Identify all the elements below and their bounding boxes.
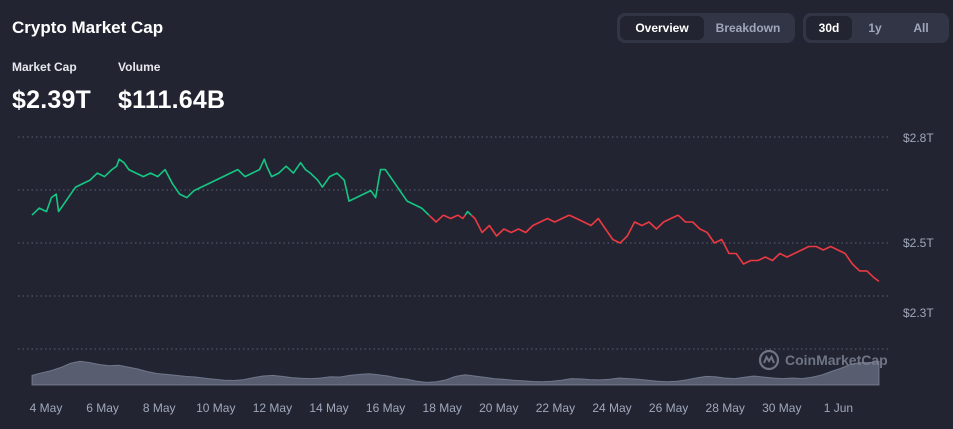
range-30d-button[interactable]: 30d — [806, 16, 852, 40]
volume-area — [31, 360, 880, 386]
view-toggle: Overview Breakdown — [617, 13, 795, 43]
x-tick-label: 14 May — [309, 401, 348, 415]
price-line-down — [443, 214, 459, 220]
tab-overview[interactable]: Overview — [620, 16, 704, 40]
price-line-up — [31, 158, 430, 216]
x-tick-label: 26 May — [649, 401, 688, 415]
x-tick-label: 8 May — [143, 401, 176, 415]
market-cap-value: $2.39T — [12, 86, 92, 114]
x-tick-label: 22 May — [536, 401, 575, 415]
x-tick-label: 30 May — [762, 401, 801, 415]
coinmarketcap-logo-icon — [758, 349, 780, 371]
x-tick-label: 6 May — [86, 401, 119, 415]
tab-breakdown[interactable]: Breakdown — [715, 21, 781, 35]
x-tick-label: 18 May — [423, 401, 462, 415]
y-tick-label: $2.5T — [903, 236, 934, 250]
x-tick-label: 12 May — [253, 401, 292, 415]
y-tick-label: $2.3T — [903, 306, 934, 320]
x-tick-label: 1 Jun — [824, 401, 853, 415]
price-line-down — [428, 214, 444, 223]
price-line-down — [457, 214, 466, 220]
x-tick-label: 4 May — [30, 401, 63, 415]
x-tick-label: 16 May — [366, 401, 405, 415]
x-tick-label: 28 May — [706, 401, 745, 415]
range-toggle: 30d 1y All — [803, 13, 949, 43]
price-line-up — [464, 210, 472, 216]
coinmarketcap-watermark: CoinMarketCap — [758, 349, 888, 371]
volume-value: $111.64B — [118, 86, 226, 114]
price-line-down — [677, 214, 880, 283]
market-cap-label: Market Cap — [12, 60, 77, 74]
y-tick-label: $2.8T — [903, 131, 934, 145]
volume-label: Volume — [118, 60, 161, 74]
x-tick-label: 24 May — [592, 401, 631, 415]
market-cap-stat: Market Cap $2.39T — [12, 60, 91, 115]
volume-stat: Volume $111.64B — [118, 60, 225, 115]
page-title: Crypto Market Cap — [12, 18, 164, 37]
price-line-down — [470, 214, 570, 237]
range-all-button[interactable]: All — [913, 21, 929, 35]
x-tick-label: 10 May — [196, 401, 235, 415]
x-tick-label: 20 May — [479, 401, 518, 415]
price-line-down — [568, 214, 679, 244]
range-1y-button[interactable]: 1y — [868, 21, 882, 35]
watermark-text: CoinMarketCap — [785, 352, 888, 368]
